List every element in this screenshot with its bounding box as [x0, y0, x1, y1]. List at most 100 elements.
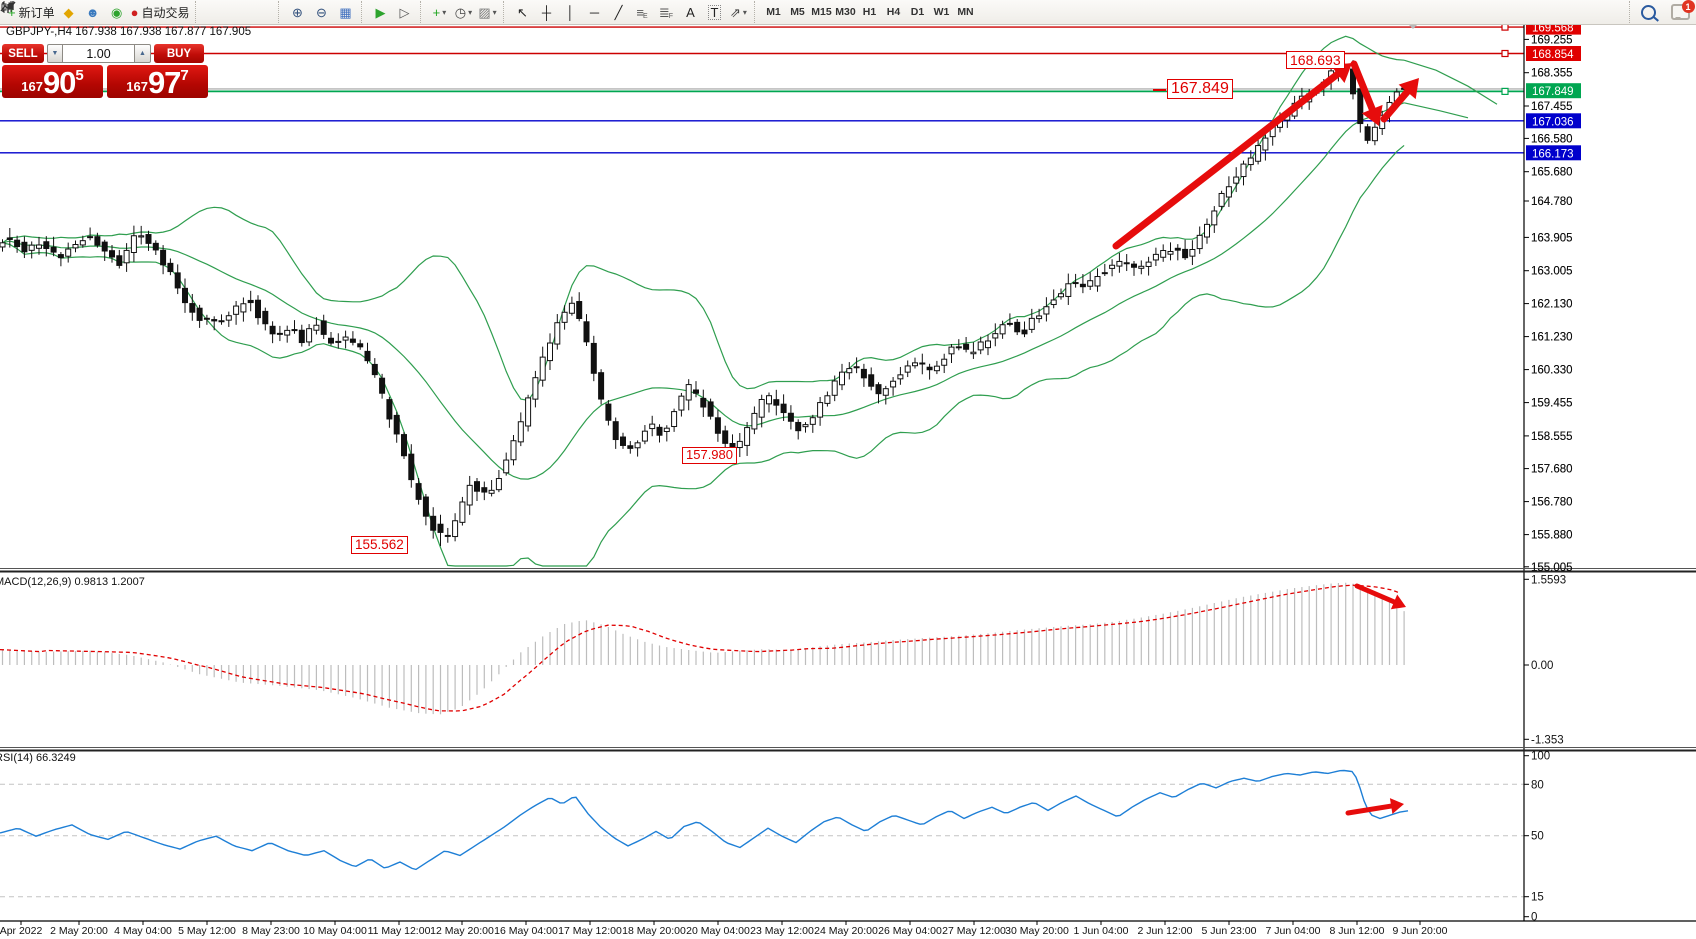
arrows-shapes-icon-dropdown[interactable]: ▾ — [742, 7, 747, 17]
timeframe-M5[interactable]: M5 — [790, 6, 805, 18]
svg-text:9 Jun 20:00: 9 Jun 20:00 — [1393, 925, 1448, 937]
chart-shift-icon: ▷ — [399, 4, 410, 20]
timeframe-D1[interactable]: D1 — [910, 6, 925, 18]
timeframe-M1[interactable]: M1 — [766, 6, 781, 18]
timeframe-H4[interactable]: H4 — [886, 6, 901, 18]
svg-text:163.905: 163.905 — [1531, 232, 1573, 244]
svg-text:158.555: 158.555 — [1531, 431, 1573, 443]
timeframe-M15[interactable]: M15 — [811, 6, 832, 18]
new-order-button-label: 新订单 — [18, 5, 55, 20]
svg-text:11 May 12:00: 11 May 12:00 — [368, 925, 431, 937]
text-label-icon[interactable]: T — [702, 2, 726, 22]
timeframe-M30[interactable]: M30 — [835, 6, 856, 18]
price-tick-label: 157.680 — [1531, 464, 1573, 476]
price-annotation-157980[interactable]: 157.980 — [682, 447, 737, 464]
buy-price-display[interactable]: 167 97 7 — [107, 65, 208, 98]
time-axis[interactable]: Apr 2022 2 May 20:00 4 May 04:00 5 May 12:0… — [0, 921, 1448, 937]
trend-arrows[interactable] — [1112, 60, 1419, 816]
scroll-group: ▶ ▷ — [361, 1, 420, 23]
timeframe-MN[interactable]: MN — [957, 6, 974, 18]
metaeditor-icon[interactable]: ◆ — [57, 2, 81, 22]
arrows-shapes-icon[interactable]: ⇗ ▾ — [726, 2, 750, 22]
timeframe-H1[interactable]: H1 — [862, 6, 877, 18]
svg-text:0: 0 — [1531, 912, 1537, 924]
search-icon[interactable] — [1636, 2, 1660, 22]
rsi-pane — [0, 769, 1524, 898]
price-tick-label: 160.330 — [1531, 365, 1573, 377]
svg-text:169.568: 169.568 — [1532, 23, 1574, 35]
svg-text:4 May 04:00: 4 May 04:00 — [114, 925, 172, 937]
vertical-line-icon[interactable]: │ — [558, 2, 582, 22]
candlesticks — [0, 60, 1408, 547]
fibonacci-icon[interactable]: ≣ F — [658, 4, 674, 20]
price-tick-label: 167.455 — [1531, 101, 1573, 113]
svg-text:2 Jun 12:00: 2 Jun 12:00 — [1138, 925, 1193, 937]
zoom-in-icon[interactable]: ⊕ — [285, 2, 309, 22]
svg-text:5 Jun 23:00: 5 Jun 23:00 — [1202, 925, 1257, 937]
text-icon[interactable]: A — [678, 2, 702, 22]
svg-text:167.455: 167.455 — [1531, 101, 1573, 113]
price-tick-label: 165.680 — [1531, 167, 1573, 179]
equidistant-channel-icon[interactable]: ≡ E — [636, 4, 648, 20]
price-annotation-168693[interactable]: 168.693 — [1286, 51, 1345, 70]
horizontal-line-icon[interactable]: ─ — [582, 2, 606, 22]
templates-icon[interactable]: ▨ ▾ — [475, 2, 499, 22]
volume-input[interactable]: 1.00 — [63, 44, 135, 63]
arrows-shapes-icon: ⇗ — [730, 4, 741, 20]
svg-text:-1.353: -1.353 — [1531, 734, 1564, 746]
new-order-button[interactable]: + 新订单 — [6, 2, 57, 22]
svg-text:0.00: 0.00 — [1531, 660, 1553, 672]
autoscroll-icon[interactable]: ▶ — [368, 2, 392, 22]
buy-button[interactable]: BUY — [154, 44, 204, 63]
svg-text:155.880: 155.880 — [1531, 530, 1573, 542]
svg-text:100: 100 — [1531, 751, 1550, 763]
horizontal-line-icon: ─ — [589, 4, 600, 20]
svg-text:166.580: 166.580 — [1531, 133, 1573, 145]
text-label-icon: T — [707, 4, 722, 20]
notifications-icon[interactable]: 1 — [1668, 0, 1695, 22]
signals-icon[interactable]: ◉ — [105, 2, 129, 22]
templates-icon-dropdown[interactable]: ▾ — [492, 7, 497, 17]
periods-icon: ◷ — [454, 4, 467, 20]
community-icon: ☻ — [85, 4, 100, 20]
cursor-icon[interactable]: ↖ — [510, 2, 534, 22]
candlestick-chart-icon[interactable] — [1, 1, 250, 22]
periods-icon-dropdown[interactable]: ▾ — [468, 7, 473, 17]
volume-increase-button[interactable]: ▲ — [135, 44, 151, 63]
sell-button[interactable]: SELL — [2, 44, 44, 63]
indicators-icon-dropdown[interactable]: ▾ — [442, 7, 447, 17]
svg-text:155.005: 155.005 — [1531, 562, 1573, 574]
svg-text:160.330: 160.330 — [1531, 365, 1573, 377]
svg-text:12 May 20:00: 12 May 20:00 — [430, 925, 494, 937]
periods-icon[interactable]: ◷ ▾ — [451, 2, 475, 22]
sell-price-display[interactable]: 167 90 5 — [2, 65, 103, 98]
bar-chart-icon[interactable] — [2, 1, 226, 22]
price-annotation-167849[interactable]: 167.849 — [1153, 79, 1233, 100]
volume-decrease-button[interactable]: ▼ — [47, 44, 63, 63]
chart-shift-icon[interactable]: ▷ — [392, 2, 416, 22]
svg-text:5 May 12:00: 5 May 12:00 — [178, 925, 236, 937]
tile-windows-icon[interactable]: ▦ — [333, 2, 357, 22]
timeframe-W1[interactable]: W1 — [933, 6, 950, 18]
svg-text:165.680: 165.680 — [1531, 167, 1573, 179]
line-chart-icon[interactable] — [0, 1, 274, 22]
rsi-indicator-label: RSI(14) 66.3249 — [0, 752, 76, 764]
zoom-out-icon[interactable]: ⊖ — [309, 2, 333, 22]
price-annotation-155562[interactable]: 155.562 — [351, 536, 408, 554]
sell-price-prefix: 167 — [21, 79, 43, 94]
chart-shift-marker[interactable] — [1405, 21, 1421, 29]
svg-text:26 May 04:00: 26 May 04:00 — [878, 925, 942, 937]
autotrading-button: ● — [130, 4, 139, 20]
text-icon: A — [686, 4, 695, 20]
trendline-icon[interactable]: ╱ — [606, 2, 630, 22]
price-tick-label: 159.455 — [1531, 398, 1573, 410]
svg-text:1.5593: 1.5593 — [1531, 574, 1566, 586]
templates-icon: ▨ — [478, 4, 491, 20]
indicators-icon[interactable]: + ▾ — [427, 2, 451, 22]
tile-windows-icon: ▦ — [339, 4, 352, 20]
community-icon[interactable]: ☻ — [81, 2, 105, 22]
new-order-button: + — [8, 4, 16, 20]
autotrading-button[interactable]: ● 自动交易 — [129, 2, 192, 22]
crosshair-icon[interactable]: ┼ — [534, 2, 558, 22]
